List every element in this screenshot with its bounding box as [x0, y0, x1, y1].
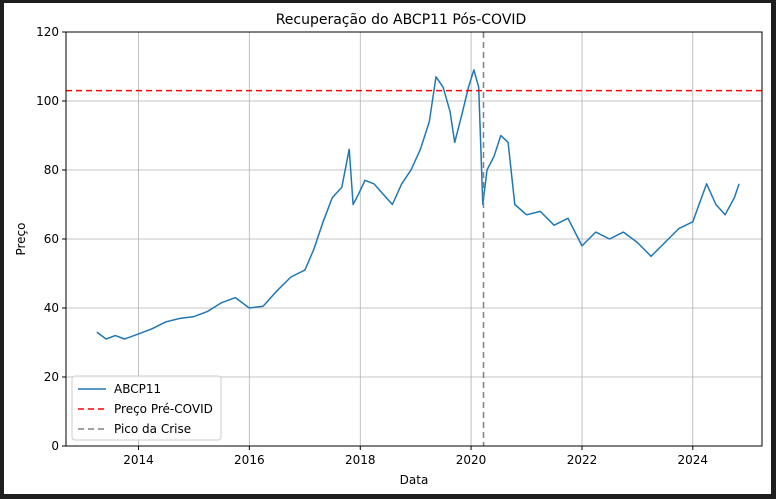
- x-tick-label: 2022: [567, 453, 598, 467]
- y-tick-label: 80: [44, 163, 59, 177]
- y-tick-label: 0: [51, 439, 59, 453]
- chart-title: Recuperação do ABCP11 Pós-COVID: [276, 12, 527, 28]
- x-axis-label: Data: [400, 473, 429, 487]
- legend-label-pico-da-crise: Pico da Crise: [114, 422, 191, 436]
- y-tick-label: 60: [44, 232, 59, 246]
- chart: Recuperação do ABCP11 Pós-COVID 0 20 40 60 8…: [14, 12, 763, 487]
- legend-box: [71, 375, 222, 441]
- ticks: 0 20 40 60 80 100 120 2014 2016 2018 2020 2022 2024: [36, 25, 708, 467]
- lines: [66, 32, 762, 446]
- x-tick-label: 2016: [234, 453, 265, 467]
- y-tick-label: 40: [44, 301, 59, 315]
- x-tick-label: 2024: [678, 453, 709, 467]
- y-tick-label: 120: [36, 25, 59, 39]
- chart-frame: Recuperação do ABCP11 Pós-COVID 0 20 40 60 8…: [4, 3, 771, 494]
- x-tick-label: 2018: [345, 453, 376, 467]
- x-tick-label: 2020: [456, 453, 487, 467]
- y-axis-label: Preço: [14, 222, 28, 255]
- legend: ABCP11 Preço Pré-COVID Pico da Crise: [71, 375, 222, 441]
- series-line-abcp11: [96, 69, 740, 340]
- legend-label-preco-pre-covid: Preço Pré-COVID: [114, 402, 213, 416]
- y-tick-label: 100: [36, 94, 59, 108]
- y-tick-label: 20: [44, 370, 59, 384]
- x-tick-label: 2014: [123, 453, 154, 467]
- legend-label-abcp11: ABCP11: [114, 382, 161, 396]
- plot-border: [65, 31, 763, 447]
